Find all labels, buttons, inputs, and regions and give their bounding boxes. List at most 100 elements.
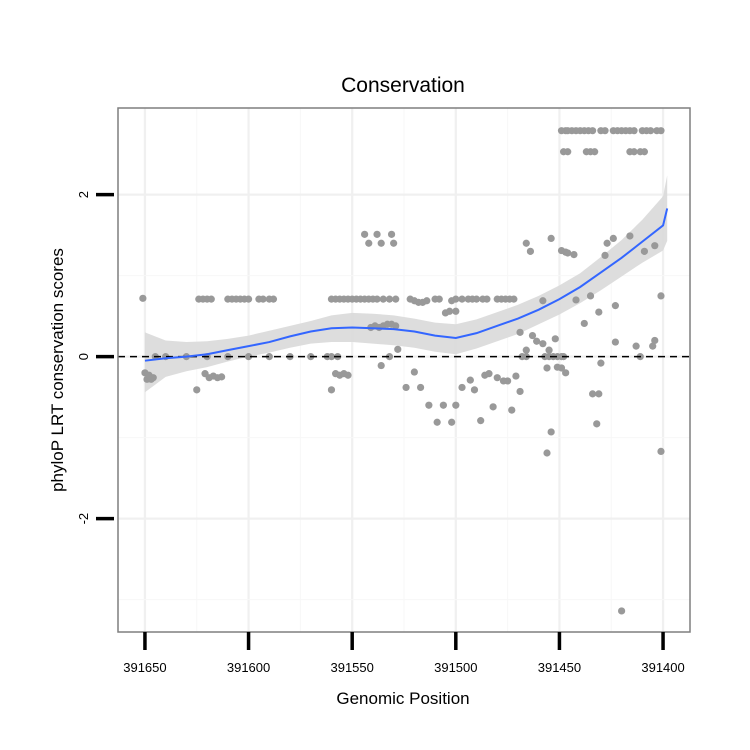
data-point	[609, 234, 617, 242]
gridlines	[118, 108, 690, 632]
data-point	[439, 401, 447, 409]
data-point	[377, 239, 385, 247]
data-point	[545, 346, 553, 354]
data-point	[522, 239, 530, 247]
data-point	[452, 307, 460, 315]
data-point	[649, 342, 657, 350]
data-point	[543, 364, 551, 372]
data-point	[632, 342, 640, 350]
data-point	[269, 295, 278, 303]
data-point	[647, 127, 655, 135]
data-point	[458, 295, 466, 303]
data-point	[547, 428, 555, 436]
data-point	[564, 249, 572, 257]
data-point	[365, 239, 373, 247]
data-point	[207, 295, 215, 303]
data-point	[570, 250, 578, 259]
data-point	[580, 319, 588, 328]
data-point	[657, 127, 665, 135]
data-point	[392, 322, 400, 330]
data-point	[149, 374, 157, 382]
data-point	[402, 383, 410, 392]
data-point	[259, 295, 267, 303]
data-point	[425, 401, 433, 409]
data-point	[508, 406, 516, 414]
data-point	[493, 374, 501, 382]
x-tick-label: 391550	[330, 660, 373, 675]
data-point	[193, 386, 201, 394]
data-point	[630, 127, 638, 135]
data-point	[344, 371, 352, 379]
data-point	[394, 345, 402, 353]
data-point	[377, 361, 385, 370]
data-point	[588, 390, 597, 398]
data-point	[557, 364, 566, 372]
data-point	[657, 447, 665, 455]
data-point	[244, 295, 253, 303]
confidence-band	[144, 175, 668, 393]
x-tick-label: 391650	[123, 660, 166, 675]
data-point	[630, 148, 638, 156]
data-point	[390, 239, 398, 247]
data-point	[452, 295, 460, 303]
data-point	[387, 230, 396, 238]
y-axis: -2 0 2	[76, 191, 114, 524]
data-point	[528, 331, 537, 340]
x-tick-label: 391400	[641, 660, 684, 675]
smooth-trend-line	[144, 208, 669, 362]
data-point	[526, 247, 535, 255]
data-point	[410, 368, 418, 376]
data-point	[448, 418, 456, 426]
data-point	[512, 372, 520, 380]
data-point	[435, 295, 443, 303]
x-axis-title: Genomic Position	[336, 689, 469, 708]
data-point	[640, 148, 649, 156]
data-point	[218, 373, 226, 381]
data-point	[472, 295, 481, 303]
data-point	[489, 403, 497, 411]
chart-title: Conservation	[341, 74, 465, 97]
data-point	[470, 386, 479, 394]
data-point	[595, 390, 603, 398]
data-point	[379, 295, 387, 303]
data-point	[572, 296, 580, 304]
data-point	[445, 307, 454, 315]
data-point	[533, 337, 541, 345]
data-point	[477, 417, 485, 425]
x-tick-label: 391500	[434, 660, 477, 675]
data-points	[139, 127, 665, 615]
data-point	[458, 383, 466, 392]
data-point	[433, 418, 441, 426]
plot-area	[117, 107, 691, 633]
data-point	[522, 346, 530, 354]
data-point	[611, 302, 619, 310]
data-point	[543, 449, 551, 457]
y-tick-label: 0	[76, 353, 91, 360]
data-point	[483, 295, 491, 303]
data-point	[385, 295, 394, 303]
data-point	[466, 376, 474, 384]
data-point	[539, 297, 547, 305]
data-point	[244, 353, 253, 361]
data-point	[510, 295, 518, 303]
data-point	[392, 295, 400, 303]
y-tick-label: -2	[76, 513, 91, 525]
data-point	[618, 607, 626, 615]
data-point	[586, 292, 595, 300]
data-point	[373, 230, 381, 238]
data-point	[588, 127, 597, 135]
x-tick-label: 391600	[227, 660, 270, 675]
x-tick-label: 391450	[538, 660, 581, 675]
data-point	[516, 387, 524, 396]
data-point	[597, 359, 605, 367]
data-point	[416, 383, 425, 392]
data-point	[651, 242, 659, 250]
data-point	[564, 148, 572, 156]
data-point	[562, 369, 570, 377]
data-point	[327, 353, 336, 361]
data-point	[595, 308, 603, 316]
panel-border	[117, 107, 691, 633]
data-point	[485, 370, 493, 378]
data-point	[516, 328, 524, 336]
